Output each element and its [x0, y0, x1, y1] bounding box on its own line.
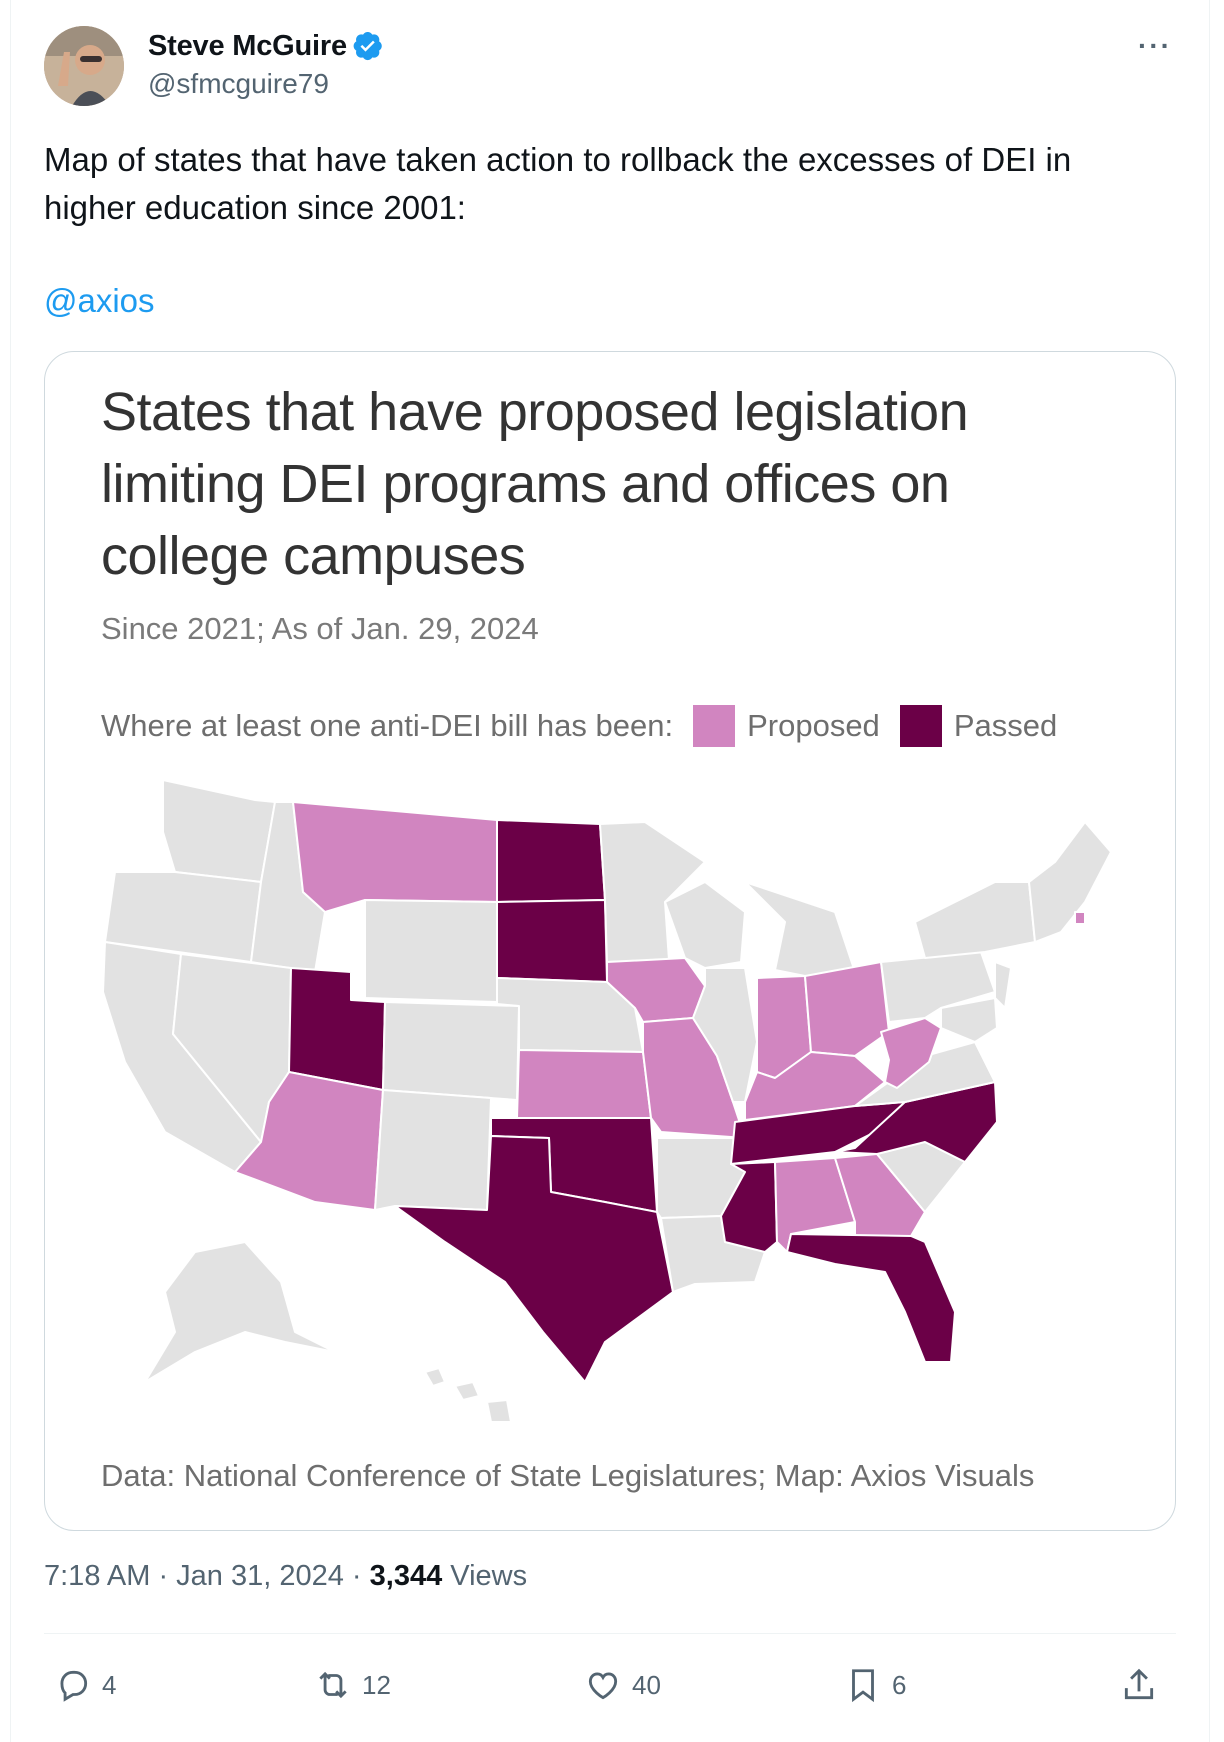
us-states-map	[102, 779, 1112, 1423]
author-handle[interactable]: @sfmcguire79	[148, 68, 329, 99]
avatar[interactable]	[44, 26, 124, 106]
map-subtitle: Since 2021; As of Jan. 29, 2024	[101, 611, 539, 646]
tweet-container	[10, 0, 1210, 1742]
state-new-england	[1028, 821, 1112, 943]
bookmark-button[interactable]: 6	[844, 1660, 906, 1710]
like-button[interactable]: 40	[584, 1660, 661, 1710]
state-west-virginia	[880, 1017, 942, 1089]
legend-swatch-proposed	[693, 705, 736, 747]
state-hawaii-3	[486, 1399, 512, 1423]
state-hawaii-2	[454, 1381, 480, 1401]
state-illinois	[692, 967, 758, 1103]
state-new-jersey	[994, 961, 1012, 1009]
bookmark-icon	[852, 1669, 874, 1703]
media-card[interactable]: States that have proposed legislation li…	[44, 351, 1176, 1531]
state-south-dakota	[496, 899, 608, 983]
mention-link[interactable]: @axios	[44, 282, 155, 319]
divider	[44, 1633, 1176, 1634]
legend-swatch-passed	[899, 705, 942, 747]
share-icon	[1124, 1668, 1154, 1700]
state-washington	[162, 779, 276, 883]
share-button[interactable]	[1120, 1660, 1158, 1710]
reply-icon	[60, 1670, 88, 1702]
state-montana	[292, 801, 498, 913]
map-source: Data: National Conference of State Legis…	[101, 1458, 1035, 1493]
map-legend: Where at least one anti-DEI bill has bee…	[101, 704, 1057, 748]
like-count: 40	[632, 1669, 661, 1700]
state-new-mexico	[374, 1089, 492, 1211]
state-north-dakota	[496, 819, 606, 903]
action-bar: 4 12 40 6	[44, 1660, 1176, 1710]
repost-icon	[319, 1671, 347, 1699]
state-wyoming	[364, 899, 498, 1003]
verified-badge-icon	[353, 31, 382, 61]
legend-label-proposed: Proposed	[747, 708, 880, 743]
state-florida	[786, 1233, 956, 1363]
state-texas	[394, 1135, 674, 1383]
bookmark-count: 6	[892, 1669, 907, 1700]
author-row[interactable]: Steve McGuire	[148, 28, 383, 64]
tweet-timestamp[interactable]: 7:18 AM · Jan 31, 2024 ·	[44, 1560, 370, 1592]
legend-label-passed: Passed	[953, 708, 1058, 743]
reply-button[interactable]: 4	[54, 1660, 116, 1710]
more-options-icon[interactable]: ···	[1138, 30, 1172, 61]
repost-button[interactable]: 12	[314, 1660, 391, 1710]
views-count: 3,344	[369, 1560, 443, 1592]
tweet-meta: 7:18 AM · Jan 31, 2024 · 3,344 Views	[44, 1560, 527, 1593]
state-maryland	[940, 997, 998, 1043]
state-kansas	[516, 1049, 652, 1119]
heart-icon	[588, 1672, 618, 1700]
state-alaska	[144, 1241, 336, 1383]
views-label: Views	[442, 1560, 528, 1592]
state-wisconsin	[664, 881, 746, 969]
legend-prefix: Where at least one anti-DEI bill has bee…	[101, 708, 674, 743]
map-title: States that have proposed legislation li…	[101, 382, 969, 586]
state-new-york	[914, 881, 1036, 959]
state-michigan	[744, 881, 856, 979]
avatar-image	[44, 26, 124, 106]
state-minnesota	[599, 821, 706, 963]
repost-count: 12	[362, 1669, 391, 1700]
state-hawaii	[424, 1367, 446, 1387]
state-ohio	[804, 961, 890, 1057]
tweet-text: Map of states that have taken action to …	[44, 141, 1072, 226]
author-name[interactable]: Steve McGuire	[148, 29, 347, 62]
state-rhode-island	[1074, 911, 1086, 925]
reply-count: 4	[102, 1669, 117, 1700]
state-colorado	[382, 1001, 520, 1101]
